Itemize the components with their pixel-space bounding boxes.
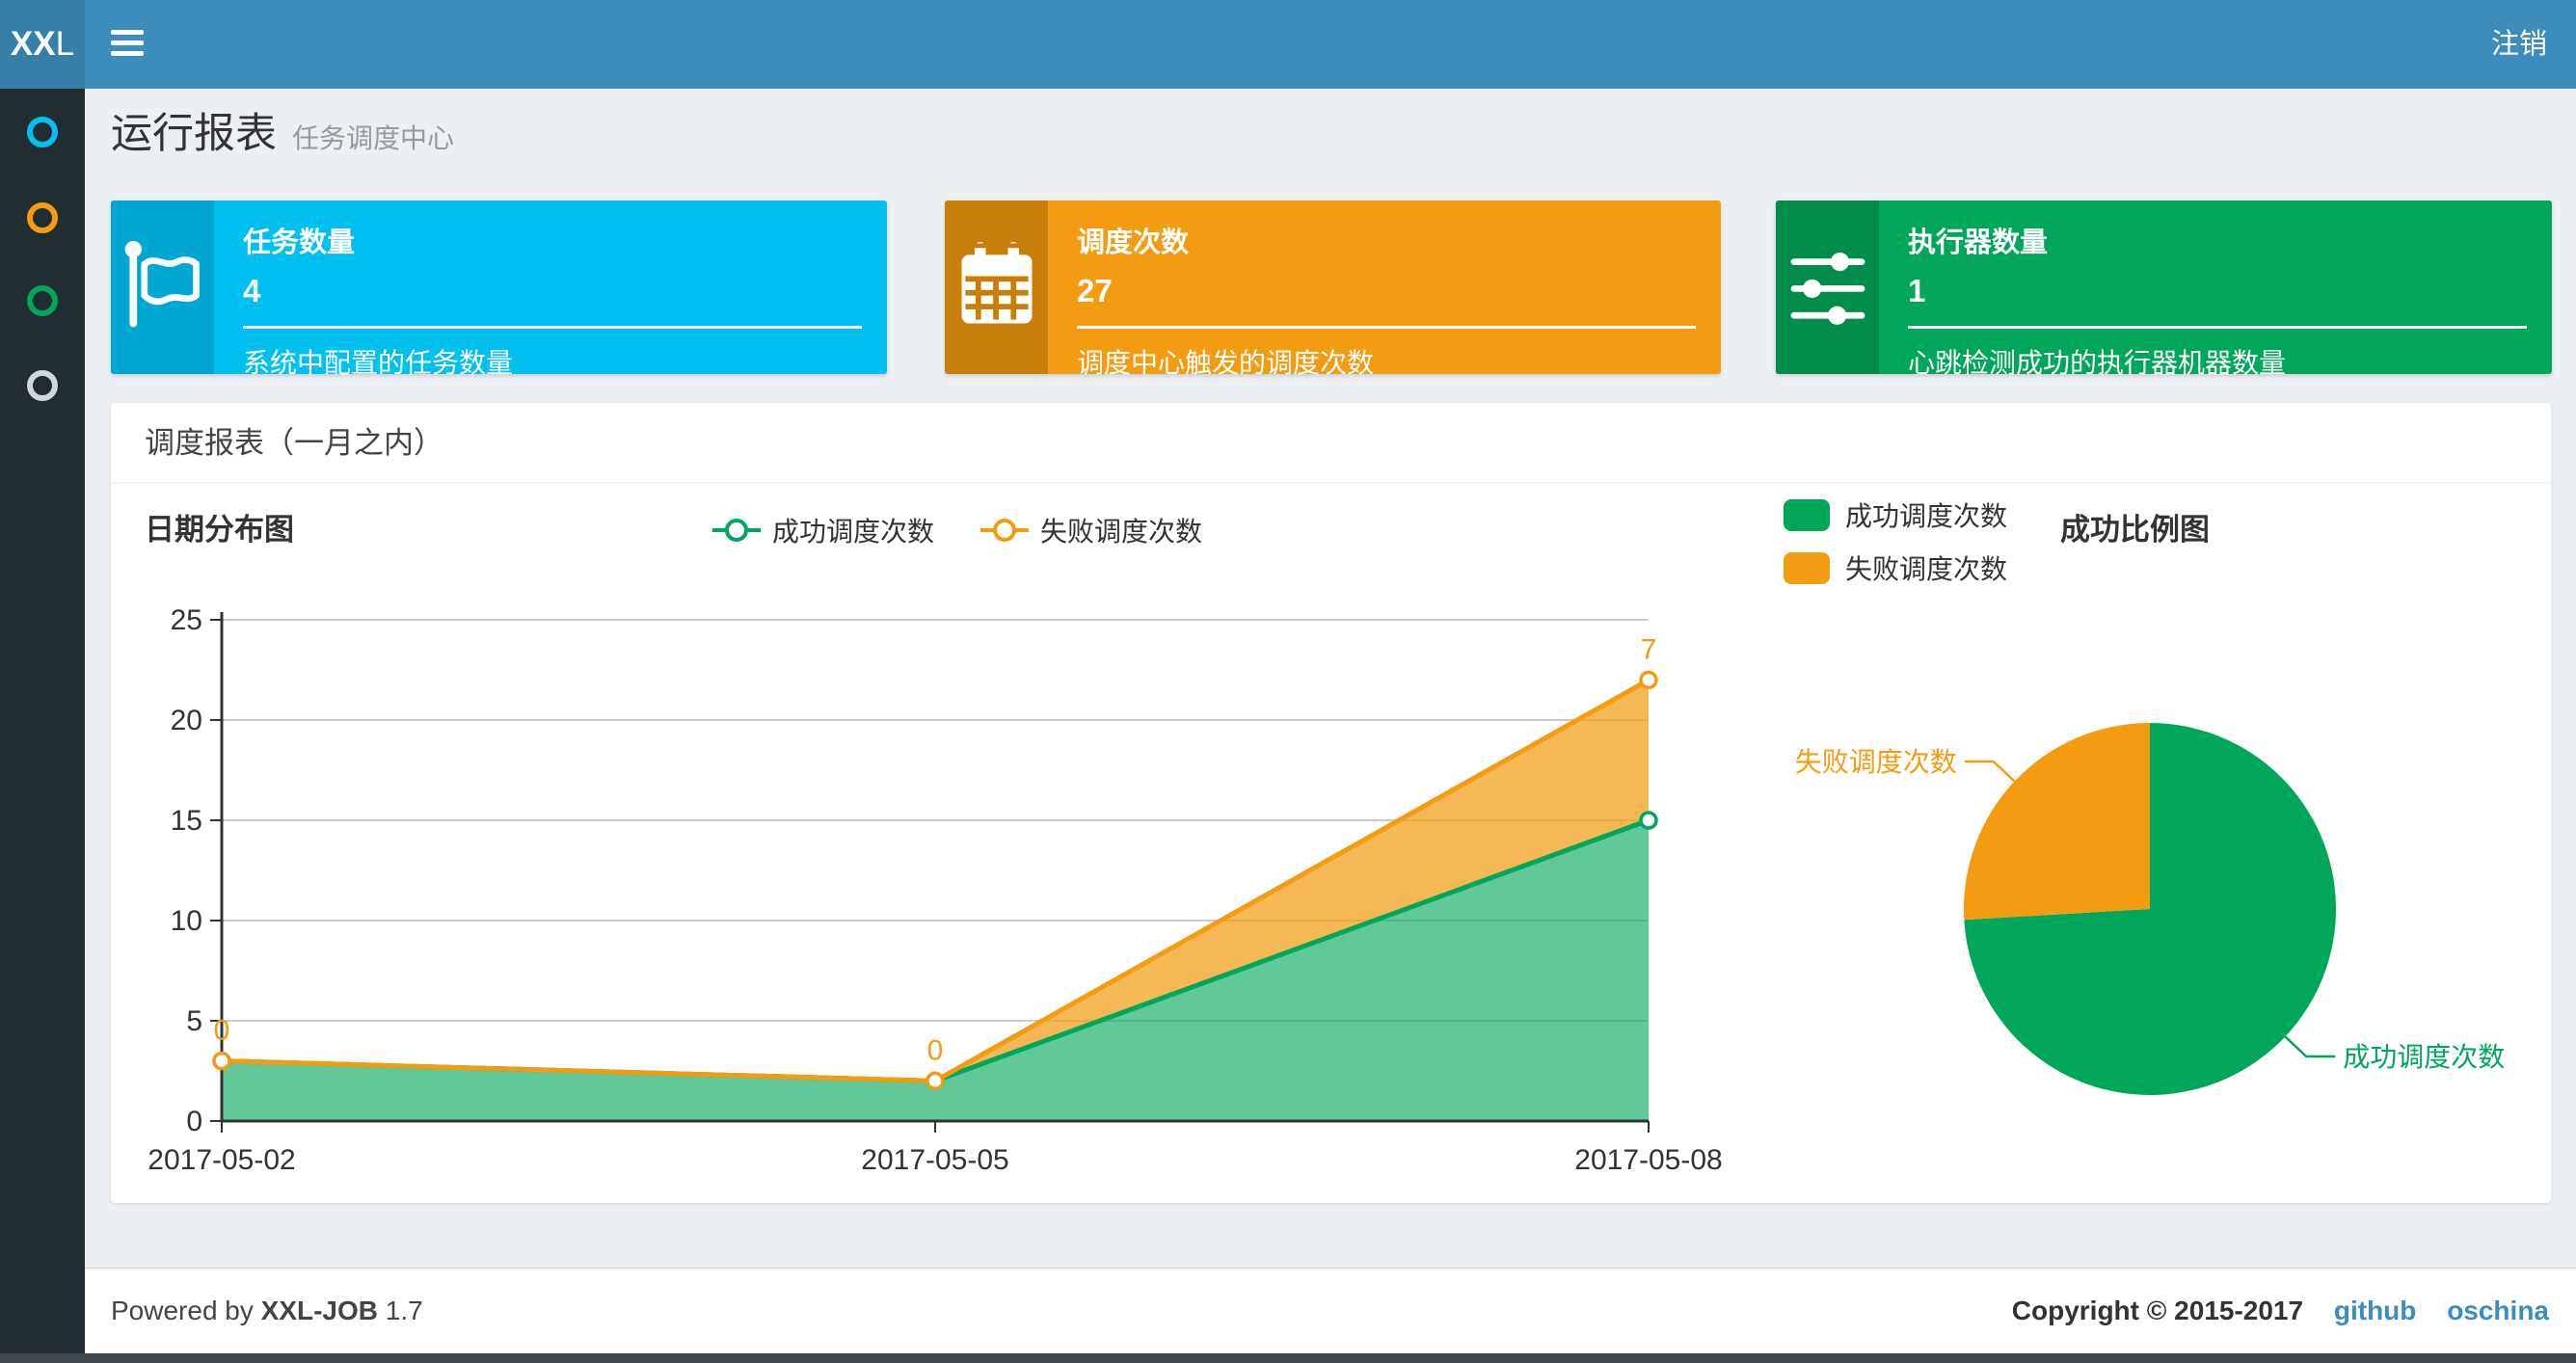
- pie-label-line: [1964, 760, 2016, 783]
- y-tick-label: 20: [171, 705, 202, 736]
- info-box-value: 1: [1908, 273, 1926, 308]
- line-legend-marker-icon: [712, 519, 761, 542]
- circle-o-icon: [27, 370, 58, 401]
- legend-label: 成功调度次数: [1845, 501, 2008, 531]
- legend-item-fail[interactable]: 失败调度次数: [979, 511, 1202, 549]
- pie-label-line: [2284, 1035, 2336, 1058]
- sidebar-item-job-log[interactable]: [0, 270, 85, 332]
- sidebar-toggle-button[interactable]: [85, 0, 160, 89]
- legend-label: 失败调度次数: [1040, 517, 1203, 547]
- pie-slice-0: [1964, 723, 2336, 1095]
- panel-header: 调度报表（一月之内）: [111, 403, 2551, 484]
- sliders-icon: [1776, 200, 1879, 374]
- page-subtitle: 任务调度中心: [292, 123, 455, 153]
- area-fail: [222, 680, 1649, 1082]
- y-tick-label: 10: [171, 905, 202, 937]
- info-box-value: 27: [1077, 273, 1113, 308]
- sidebar-item-executor[interactable]: [0, 355, 85, 416]
- page-header: 运行报表 任务调度中心: [111, 100, 454, 160]
- menu-icon: [111, 51, 144, 56]
- pie-slice-label: 失败调度次数: [1795, 747, 1957, 777]
- area-success: [222, 820, 1649, 1121]
- copyright-text: Copyright © 2015-2017: [2011, 1296, 2304, 1325]
- menu-icon: [111, 40, 144, 45]
- circle-o-icon: [27, 285, 58, 316]
- logo-text-bold: XX: [10, 25, 56, 63]
- legend-item-success[interactable]: 成功调度次数: [1784, 495, 2007, 534]
- info-box-description: 调度中心触发的调度次数: [1077, 348, 1375, 378]
- divider: [1077, 326, 1696, 329]
- circle-o-icon: [27, 202, 58, 233]
- sidebar: [0, 89, 85, 1363]
- pie-chart-title: 成功比例图: [2060, 513, 2210, 547]
- legend-label: 失败调度次数: [1845, 554, 2008, 584]
- calendar-icon: [945, 200, 1048, 374]
- pie-slice-label: 成功调度次数: [2343, 1042, 2505, 1072]
- y-tick-label: 25: [171, 604, 202, 636]
- y-tick-label: 5: [186, 1005, 202, 1037]
- info-box-job-count: 任务数量 4 系统中配置的任务数量: [111, 200, 887, 378]
- menu-icon: [111, 30, 144, 35]
- info-box-description: 心跳检测成功的执行器机器数量: [1908, 348, 2287, 378]
- info-box-description: 系统中配置的任务数量: [243, 348, 514, 378]
- y-tick-label: 0: [186, 1106, 202, 1137]
- info-box-executor-count: 执行器数量 1 心跳检测成功的执行器机器数量: [1776, 200, 2552, 378]
- schedule-report-panel: 调度报表（一月之内） 日期分布图 成功调度次数 失败调度次数 0 5 10 15 20 2…: [111, 403, 2551, 1203]
- panel-title: 调度报表（一月之内）: [145, 426, 443, 460]
- legend-swatch: [1784, 551, 1830, 584]
- info-box-value: 4: [243, 273, 261, 308]
- sidebar-item-job-manage[interactable]: [0, 187, 85, 249]
- page-title: 运行报表: [111, 111, 277, 157]
- point-fail: [1639, 670, 1658, 690]
- info-box-label: 调度次数: [1077, 227, 1190, 258]
- brand-name: XXL-JOB: [260, 1296, 379, 1325]
- circle-o-icon: [27, 117, 58, 147]
- point-success: [1639, 811, 1658, 830]
- x-tick-label: 2017-05-05: [861, 1144, 1008, 1176]
- divider: [243, 326, 862, 329]
- y-tick-label: 15: [171, 805, 202, 837]
- point-label: 0: [927, 1034, 944, 1066]
- info-box-label: 任务数量: [243, 227, 356, 258]
- legend-item-fail[interactable]: 失败调度次数: [1784, 548, 2007, 587]
- flag-icon: [111, 200, 214, 374]
- top-navbar: XXL 注销: [0, 0, 2576, 89]
- oschina-link[interactable]: oschina: [2447, 1296, 2549, 1325]
- logout-link[interactable]: 注销: [2490, 29, 2547, 60]
- legend-item-success[interactable]: 成功调度次数: [711, 511, 934, 549]
- info-box-trigger-count: 调度次数 27 调度中心触发的调度次数: [945, 200, 1721, 378]
- legend-label: 成功调度次数: [772, 517, 935, 547]
- success-ratio-pie: 成功调度次数 失败调度次数: [1795, 723, 2505, 1095]
- powered-prefix: Powered by: [111, 1296, 254, 1325]
- footer: Powered by XXL-JOB 1.7 Copyright © 2015-…: [85, 1268, 2576, 1353]
- line-chart-title: 日期分布图: [145, 513, 294, 547]
- point-fail: [926, 1071, 945, 1091]
- app-logo[interactable]: XXL: [0, 0, 85, 89]
- point-label: 0: [214, 1015, 230, 1047]
- point-fail: [212, 1051, 231, 1071]
- line-chart-legend: 成功调度次数 失败调度次数: [711, 511, 1202, 549]
- pie-chart-legend: 成功调度次数 失败调度次数: [1784, 495, 2007, 601]
- logo-text-light: L: [55, 25, 75, 63]
- footer-powered-by: Powered by XXL-JOB 1.7: [111, 1269, 423, 1353]
- legend-swatch: [1784, 498, 1830, 531]
- line-legend-marker-icon: [980, 519, 1030, 542]
- point-label: 7: [1641, 633, 1657, 665]
- window-bottom-edge: [0, 1353, 2576, 1363]
- sidebar-item-dashboard[interactable]: [0, 101, 85, 163]
- github-link[interactable]: github: [2333, 1296, 2417, 1325]
- brand-version: 1.7: [385, 1296, 423, 1325]
- x-tick-label: 2017-05-08: [1574, 1144, 1722, 1176]
- divider: [1908, 326, 2527, 329]
- x-tick-label: 2017-05-02: [148, 1144, 295, 1176]
- info-box-label: 执行器数量: [1908, 227, 2049, 258]
- pie-slice-1: [1964, 723, 2150, 921]
- footer-copyright: Copyright © 2015-2017 github oschina: [2012, 1269, 2549, 1353]
